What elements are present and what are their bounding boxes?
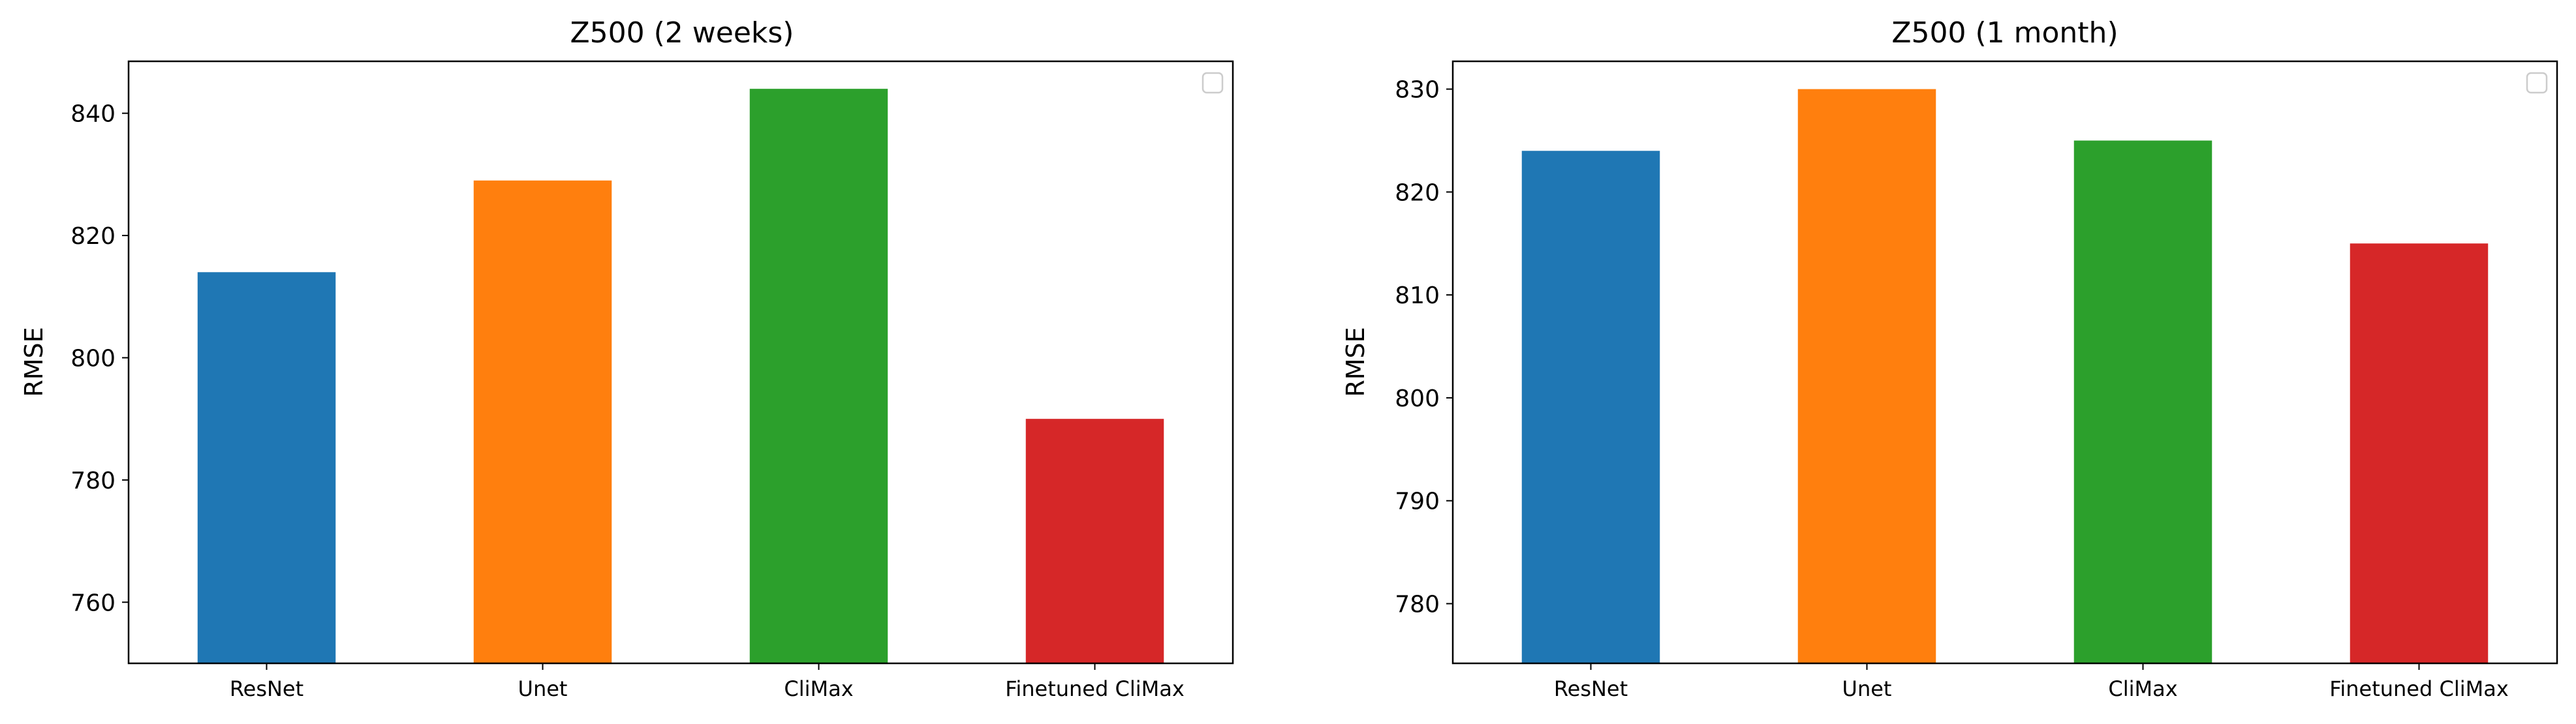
chart-z500-1-month: Z500 (1 month) RMSE ResNet Unet CliMax Fine… <box>1341 16 2558 701</box>
bar-resnet <box>1521 151 1660 663</box>
y-tick-label: 780 <box>70 468 116 494</box>
legend-box <box>2526 72 2548 94</box>
x-tick-label: CliMax <box>2108 676 2177 701</box>
bar-resnet <box>197 272 336 663</box>
x-tick-label: Finetuned CliMax <box>2329 676 2509 701</box>
y-tick-label: 790 <box>1395 489 1440 515</box>
x-tick-label: Finetuned CliMax <box>1005 676 1185 701</box>
bar-climax <box>2073 140 2212 663</box>
y-tick-label: 800 <box>70 345 116 372</box>
x-tick-label: Unet <box>518 676 568 701</box>
y-axis-label: RMSE <box>20 327 48 397</box>
y-tick-label: 820 <box>70 223 116 250</box>
x-tick-label: ResNet <box>1554 676 1628 701</box>
chart-title: Z500 (2 weeks) <box>570 16 794 50</box>
legend-box <box>1202 72 1224 94</box>
axes-frame <box>1451 60 2558 665</box>
y-tick-label: 800 <box>1395 385 1440 412</box>
y-tick-label: 820 <box>1395 179 1440 206</box>
bar-unet <box>473 180 612 663</box>
x-tick-label: ResNet <box>230 676 303 701</box>
chart-z500-2-weeks: Z500 (2 weeks) RMSE ResNet Unet CliMax Fine… <box>20 16 1234 701</box>
bar-unet <box>1797 89 1936 664</box>
bar-finetuned-climax <box>1025 419 1164 663</box>
axes-frame <box>127 60 1234 665</box>
y-tick-label: 840 <box>70 101 116 128</box>
y-tick-label: 810 <box>1395 282 1440 309</box>
bar-finetuned-climax <box>2350 243 2489 663</box>
x-tick-label: CliMax <box>784 676 853 701</box>
chart-title: Z500 (1 month) <box>1891 16 2118 50</box>
y-tick-label: 830 <box>1395 77 1440 104</box>
y-axis-label: RMSE <box>1341 327 1370 397</box>
x-tick-label: Unet <box>1842 676 1892 701</box>
y-tick-label: 760 <box>70 590 116 616</box>
bar-climax <box>749 89 888 664</box>
y-tick-label: 780 <box>1395 591 1440 618</box>
